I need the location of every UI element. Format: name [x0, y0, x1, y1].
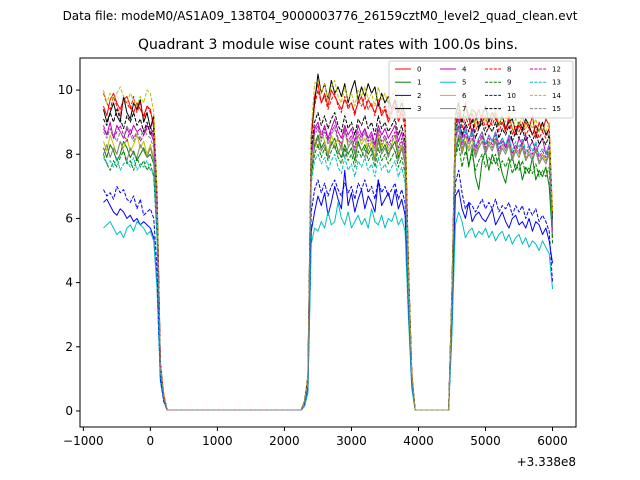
- legend-label-11: 11: [507, 105, 516, 113]
- y-tick-label: 8: [65, 147, 73, 161]
- x-tick-label: 5000: [470, 434, 501, 448]
- x-tick-label: −1000: [63, 434, 104, 448]
- y-tick-label: 6: [65, 211, 73, 225]
- legend-label-14: 14: [552, 92, 561, 100]
- legend-label-0: 0: [417, 66, 421, 74]
- series-line-8: [102, 89, 554, 411]
- legend-label-5: 5: [462, 79, 466, 87]
- y-tick-label: 4: [65, 276, 73, 290]
- x-axis: −1000 0 1000 2000 3000 4000 5000 6000: [63, 427, 568, 448]
- legend-label-2: 2: [417, 92, 421, 100]
- y-tick-label: 0: [65, 404, 73, 418]
- series-line-15: [103, 124, 554, 411]
- legend-label-13: 13: [552, 79, 561, 87]
- legend-label-4: 4: [462, 66, 467, 74]
- legend-label-15: 15: [552, 105, 561, 113]
- legend-label-9: 9: [507, 79, 511, 87]
- legend-box: [388, 60, 574, 119]
- x-tick-label: 4000: [403, 434, 434, 448]
- x-axis-offset-label: +3.338e8: [517, 455, 576, 469]
- legend-label-7: 7: [462, 105, 466, 113]
- chart-title: Quadrant 3 module wise count rates with …: [138, 37, 518, 53]
- x-tick-label: 0: [147, 434, 155, 448]
- series-layer: [102, 73, 554, 411]
- legend-label-12: 12: [552, 66, 561, 74]
- legend-label-8: 8: [507, 66, 511, 74]
- legend-label-10: 10: [507, 92, 516, 100]
- legend-label-6: 6: [462, 92, 467, 100]
- legend-label-3: 3: [417, 105, 421, 113]
- x-tick-label: 1000: [202, 434, 233, 448]
- legend-label-1: 1: [417, 79, 421, 87]
- y-tick-label: 10: [58, 83, 73, 97]
- axes-frame: [79, 57, 577, 428]
- x-tick-label: 3000: [336, 434, 367, 448]
- y-axis: 0 2 4 6 8 10: [58, 83, 80, 418]
- x-tick-label: 2000: [269, 434, 300, 448]
- figure-suptitle: Data file: modeM0/AS1A09_138T04_90000037…: [63, 9, 578, 23]
- x-tick-label: 6000: [537, 434, 568, 448]
- y-tick-label: 2: [65, 340, 73, 354]
